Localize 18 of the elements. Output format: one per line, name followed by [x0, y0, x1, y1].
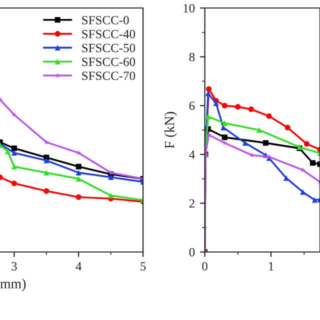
x-tick-label: 3: [12, 262, 17, 271]
y-tick-label: 2: [189, 199, 194, 208]
x-tick-label: 0: [202, 262, 208, 271]
y-tick-label: 0: [189, 248, 195, 256]
x-axis-title: mm): [0, 278, 26, 292]
x-tick-label: 1: [268, 262, 274, 270]
x-tick-label: 4: [76, 262, 82, 270]
y-axis-title: F (kN): [164, 112, 178, 148]
y-tick-label: 6: [189, 102, 195, 110]
y-tick-label: 10: [184, 4, 195, 12]
legend-label: SFSCC-40: [82, 30, 136, 38]
y-tick-label: 8: [189, 52, 195, 62]
legend-label: SFSCC-70: [82, 72, 136, 80]
legend-label: SFSCC-0: [82, 16, 129, 24]
y-tick-label: 4: [189, 150, 195, 159]
legend-label: SFSCC-60: [82, 58, 136, 66]
legend-label: SFSCC-50: [82, 44, 136, 52]
x-tick-label: 5: [140, 262, 146, 271]
